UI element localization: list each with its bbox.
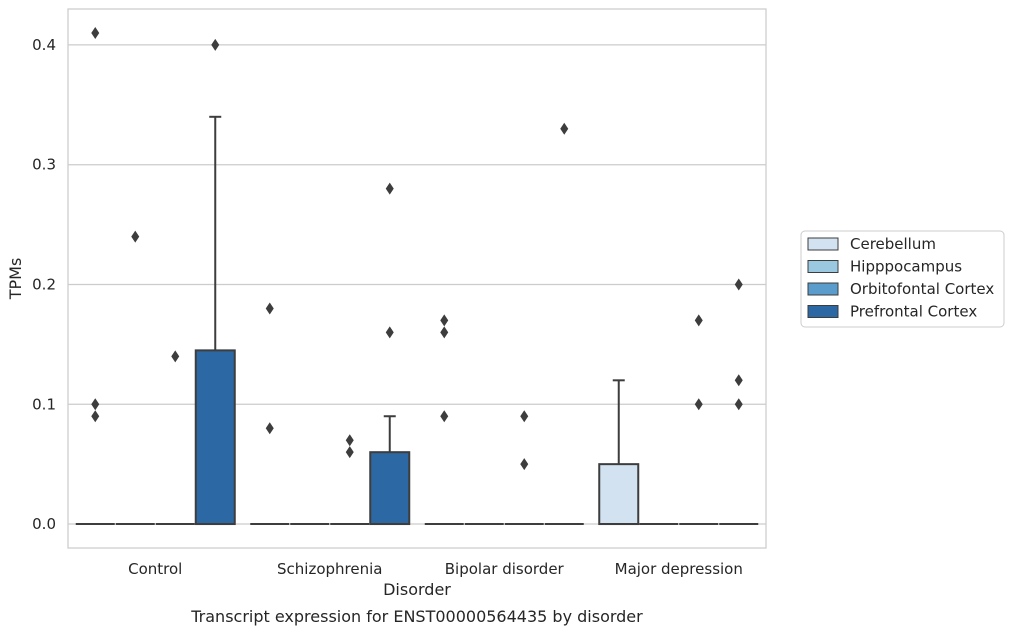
series-hipppocampus <box>115 230 679 526</box>
outlier-point <box>91 26 100 39</box>
legend-swatch <box>807 260 839 273</box>
legend-frame <box>800 230 1005 328</box>
outlier-point <box>734 398 743 411</box>
grid-lines <box>68 44 766 525</box>
plot-frame <box>67 8 767 549</box>
legend-label: Prefrontal Cortex <box>850 303 977 321</box>
legend-item: Orbitofontal Cortex <box>807 280 994 298</box>
chart-caption: Transcript expression for ENST0000056443… <box>190 607 643 626</box>
outlier-point <box>265 422 274 435</box>
x-tick-label: Bipolar disorder <box>445 560 565 578</box>
outlier-point <box>171 350 180 363</box>
legend-item: Cerebellum <box>807 235 936 253</box>
outlier-point <box>734 278 743 291</box>
outlier-point <box>345 434 354 447</box>
outlier-point <box>211 38 220 51</box>
y-tick-label: 0.4 <box>32 36 56 54</box>
legend-label: Orbitofontal Cortex <box>850 280 994 298</box>
y-tick-label: 0.1 <box>32 395 56 413</box>
y-tick-label: 0.3 <box>32 156 56 174</box>
legend-item: Prefrontal Cortex <box>807 303 977 321</box>
legend-swatch <box>807 282 839 296</box>
x-axis-label: Disorder <box>383 580 451 599</box>
outlier-point <box>520 458 529 471</box>
outlier-point <box>91 398 100 411</box>
x-tick-label: Major depression <box>615 560 743 578</box>
y-tick-label: 0.2 <box>32 275 56 293</box>
x-tick-labels: Control Schizophrenia Bipolar disorder Majo… <box>128 560 743 578</box>
outlier-point <box>91 410 100 423</box>
outlier-point <box>734 374 743 387</box>
outlier-point <box>345 446 354 459</box>
outlier-point <box>520 410 529 423</box>
series-prefrontal-cortex <box>194 38 759 526</box>
legend-swatch <box>807 237 839 251</box>
y-tick-labels: 0.0 0.1 0.2 0.3 0.4 <box>32 36 56 533</box>
outlier-point <box>385 182 394 195</box>
series-orbitofontal-cortex <box>155 314 719 526</box>
box <box>369 451 411 526</box>
legend-swatch <box>807 305 839 318</box>
outlier-point <box>560 122 569 135</box>
series-cerebellum <box>75 26 640 526</box>
outlier-point <box>694 314 703 327</box>
outlier-point <box>385 326 394 339</box>
legend-label: Cerebellum <box>850 235 936 253</box>
legend-label: Hipppocampus <box>850 258 962 276</box>
box <box>194 349 236 526</box>
outlier-point <box>440 314 449 327</box>
y-tick-label: 0.0 <box>32 515 56 533</box>
box <box>598 463 640 526</box>
y-axis-label: TPMs <box>6 258 25 301</box>
legend-item: Hipppocampus <box>807 258 962 276</box>
box-elements <box>75 26 759 526</box>
x-tick-label: Control <box>128 560 182 578</box>
outlier-point <box>694 398 703 411</box>
outlier-point <box>440 410 449 423</box>
outlier-point <box>265 302 274 315</box>
outlier-point <box>440 326 449 339</box>
outlier-point <box>131 230 140 243</box>
legend: Cerebellum Hipppocampus Orbitofontal Corte… <box>800 230 1005 328</box>
x-tick-label: Schizophrenia <box>277 560 382 578</box>
